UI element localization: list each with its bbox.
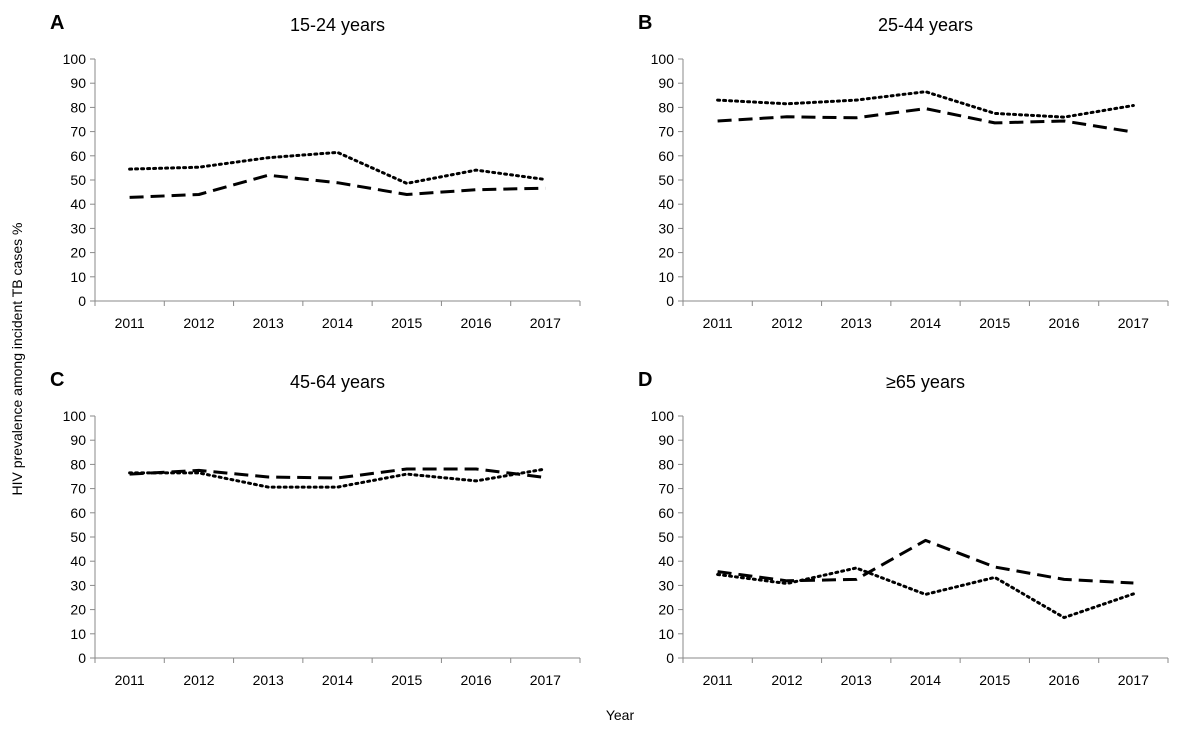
y-tick-label: 0	[666, 650, 674, 666]
y-tick-label: 90	[658, 75, 674, 91]
y-tick-label: 70	[70, 481, 86, 497]
x-tick-label: 2014	[910, 315, 941, 331]
y-tick-label: 0	[78, 293, 86, 309]
y-tick-label: 0	[666, 293, 674, 309]
y-tick-label: 80	[658, 99, 674, 115]
y-tick-label: 60	[70, 505, 86, 521]
x-tick-label: 2017	[530, 315, 561, 331]
panel-c: C 45-64 years 0 10 20 30 40 50 60 70 80 90 100 2011 20…	[50, 369, 581, 688]
x-tick-label: 2016	[1048, 672, 1079, 688]
panel-letter: B	[638, 12, 652, 34]
x-tick-label: 2015	[391, 672, 422, 688]
x-tick-label: 2012	[183, 672, 214, 688]
y-tick-label: 70	[70, 124, 86, 140]
y-tick-label: 40	[70, 553, 86, 569]
panel-title: ≥65 years	[886, 372, 965, 392]
panel-title: 25-44 years	[878, 15, 973, 35]
y-tick-label: 0	[78, 650, 86, 666]
y-tick-label: 40	[658, 553, 674, 569]
y-tick-label: 100	[651, 408, 675, 424]
x-tick-label: 2011	[703, 315, 733, 331]
y-tick-label: 90	[658, 432, 674, 448]
panel-a: A 15-24 years 0 10 20 30 40 50 60 70 80 90 100 2011 20…	[50, 12, 581, 331]
x-tick-label: 2013	[253, 315, 284, 331]
series-line-dashed	[129, 467, 546, 480]
y-tick-label: 10	[658, 626, 674, 642]
y-tick-label: 30	[70, 220, 86, 236]
x-tick-label: 2017	[1118, 672, 1149, 688]
y-tick-label: 30	[658, 577, 674, 593]
y-tick-label: 90	[70, 75, 86, 91]
series-line-dotted	[716, 90, 1135, 119]
y-tick-label: 50	[658, 529, 674, 545]
x-tick-label: 2015	[391, 315, 422, 331]
x-tick-label: 2014	[910, 672, 941, 688]
y-tick-label: 70	[658, 124, 674, 140]
y-tick-label: 80	[658, 456, 674, 472]
series-line-dotted	[716, 566, 1135, 620]
panel-letter: A	[50, 12, 64, 34]
y-tick-label: 20	[658, 602, 674, 618]
x-tick-label: 2017	[1118, 315, 1149, 331]
y-tick-label: 10	[70, 269, 86, 285]
x-tick-label: 2011	[703, 672, 733, 688]
y-tick-label: 20	[70, 602, 86, 618]
x-tick-label: 2015	[979, 672, 1010, 688]
series-line-dotted	[128, 150, 547, 185]
y-tick-label: 50	[70, 529, 86, 545]
y-tick-label: 10	[658, 269, 674, 285]
y-tick-label: 50	[658, 172, 674, 188]
y-tick-label: 40	[70, 196, 86, 212]
x-tick-label: 2016	[460, 672, 491, 688]
y-tick-label: 80	[70, 456, 86, 472]
y-tick-label: 60	[658, 505, 674, 521]
x-tick-label: 2014	[322, 672, 353, 688]
series-line-dashed	[717, 538, 1134, 585]
series-line-dotted	[128, 467, 547, 489]
series-line-dashed	[717, 107, 1134, 134]
panel-letter: D	[638, 369, 652, 391]
y-tick-label: 40	[658, 196, 674, 212]
y-tick-label: 70	[658, 481, 674, 497]
x-axis-label: Year	[606, 707, 635, 723]
panel-d: D ≥65 years 0 10 20 30 40 50 60 70 80 90 100 2011 2012…	[638, 369, 1169, 688]
panel-title: 45-64 years	[290, 372, 385, 392]
y-tick-label: 30	[70, 577, 86, 593]
x-tick-label: 2013	[841, 672, 872, 688]
x-tick-label: 2015	[979, 315, 1010, 331]
x-tick-label: 2013	[841, 315, 872, 331]
panel-b: B 25-44 years 0 10 20 30 40 50 60 70 80 90 100 2011 20…	[638, 12, 1169, 331]
x-tick-label: 2014	[322, 315, 353, 331]
y-tick-label: 60	[70, 148, 86, 164]
y-tick-label: 90	[70, 432, 86, 448]
y-tick-label: 50	[70, 172, 86, 188]
y-axis-label: HIV prevalence among incident TB cases %	[9, 223, 25, 496]
x-tick-label: 2011	[115, 672, 145, 688]
y-tick-label: 60	[658, 148, 674, 164]
y-tick-label: 100	[63, 408, 87, 424]
x-tick-label: 2013	[253, 672, 284, 688]
y-tick-label: 10	[70, 626, 86, 642]
x-tick-label: 2016	[1048, 315, 1079, 331]
y-tick-label: 20	[70, 245, 86, 261]
panel-title: 15-24 years	[290, 15, 385, 35]
series-line-dashed	[129, 173, 546, 199]
y-tick-label: 30	[658, 220, 674, 236]
x-tick-label: 2012	[183, 315, 214, 331]
y-tick-label: 80	[70, 99, 86, 115]
x-tick-label: 2012	[771, 672, 802, 688]
panel-letter: C	[50, 369, 64, 391]
y-tick-label: 100	[651, 51, 675, 67]
y-tick-label: 20	[658, 245, 674, 261]
x-tick-label: 2012	[771, 315, 802, 331]
x-tick-label: 2011	[115, 315, 145, 331]
x-tick-label: 2016	[460, 315, 491, 331]
x-tick-label: 2017	[530, 672, 561, 688]
y-tick-label: 100	[63, 51, 87, 67]
